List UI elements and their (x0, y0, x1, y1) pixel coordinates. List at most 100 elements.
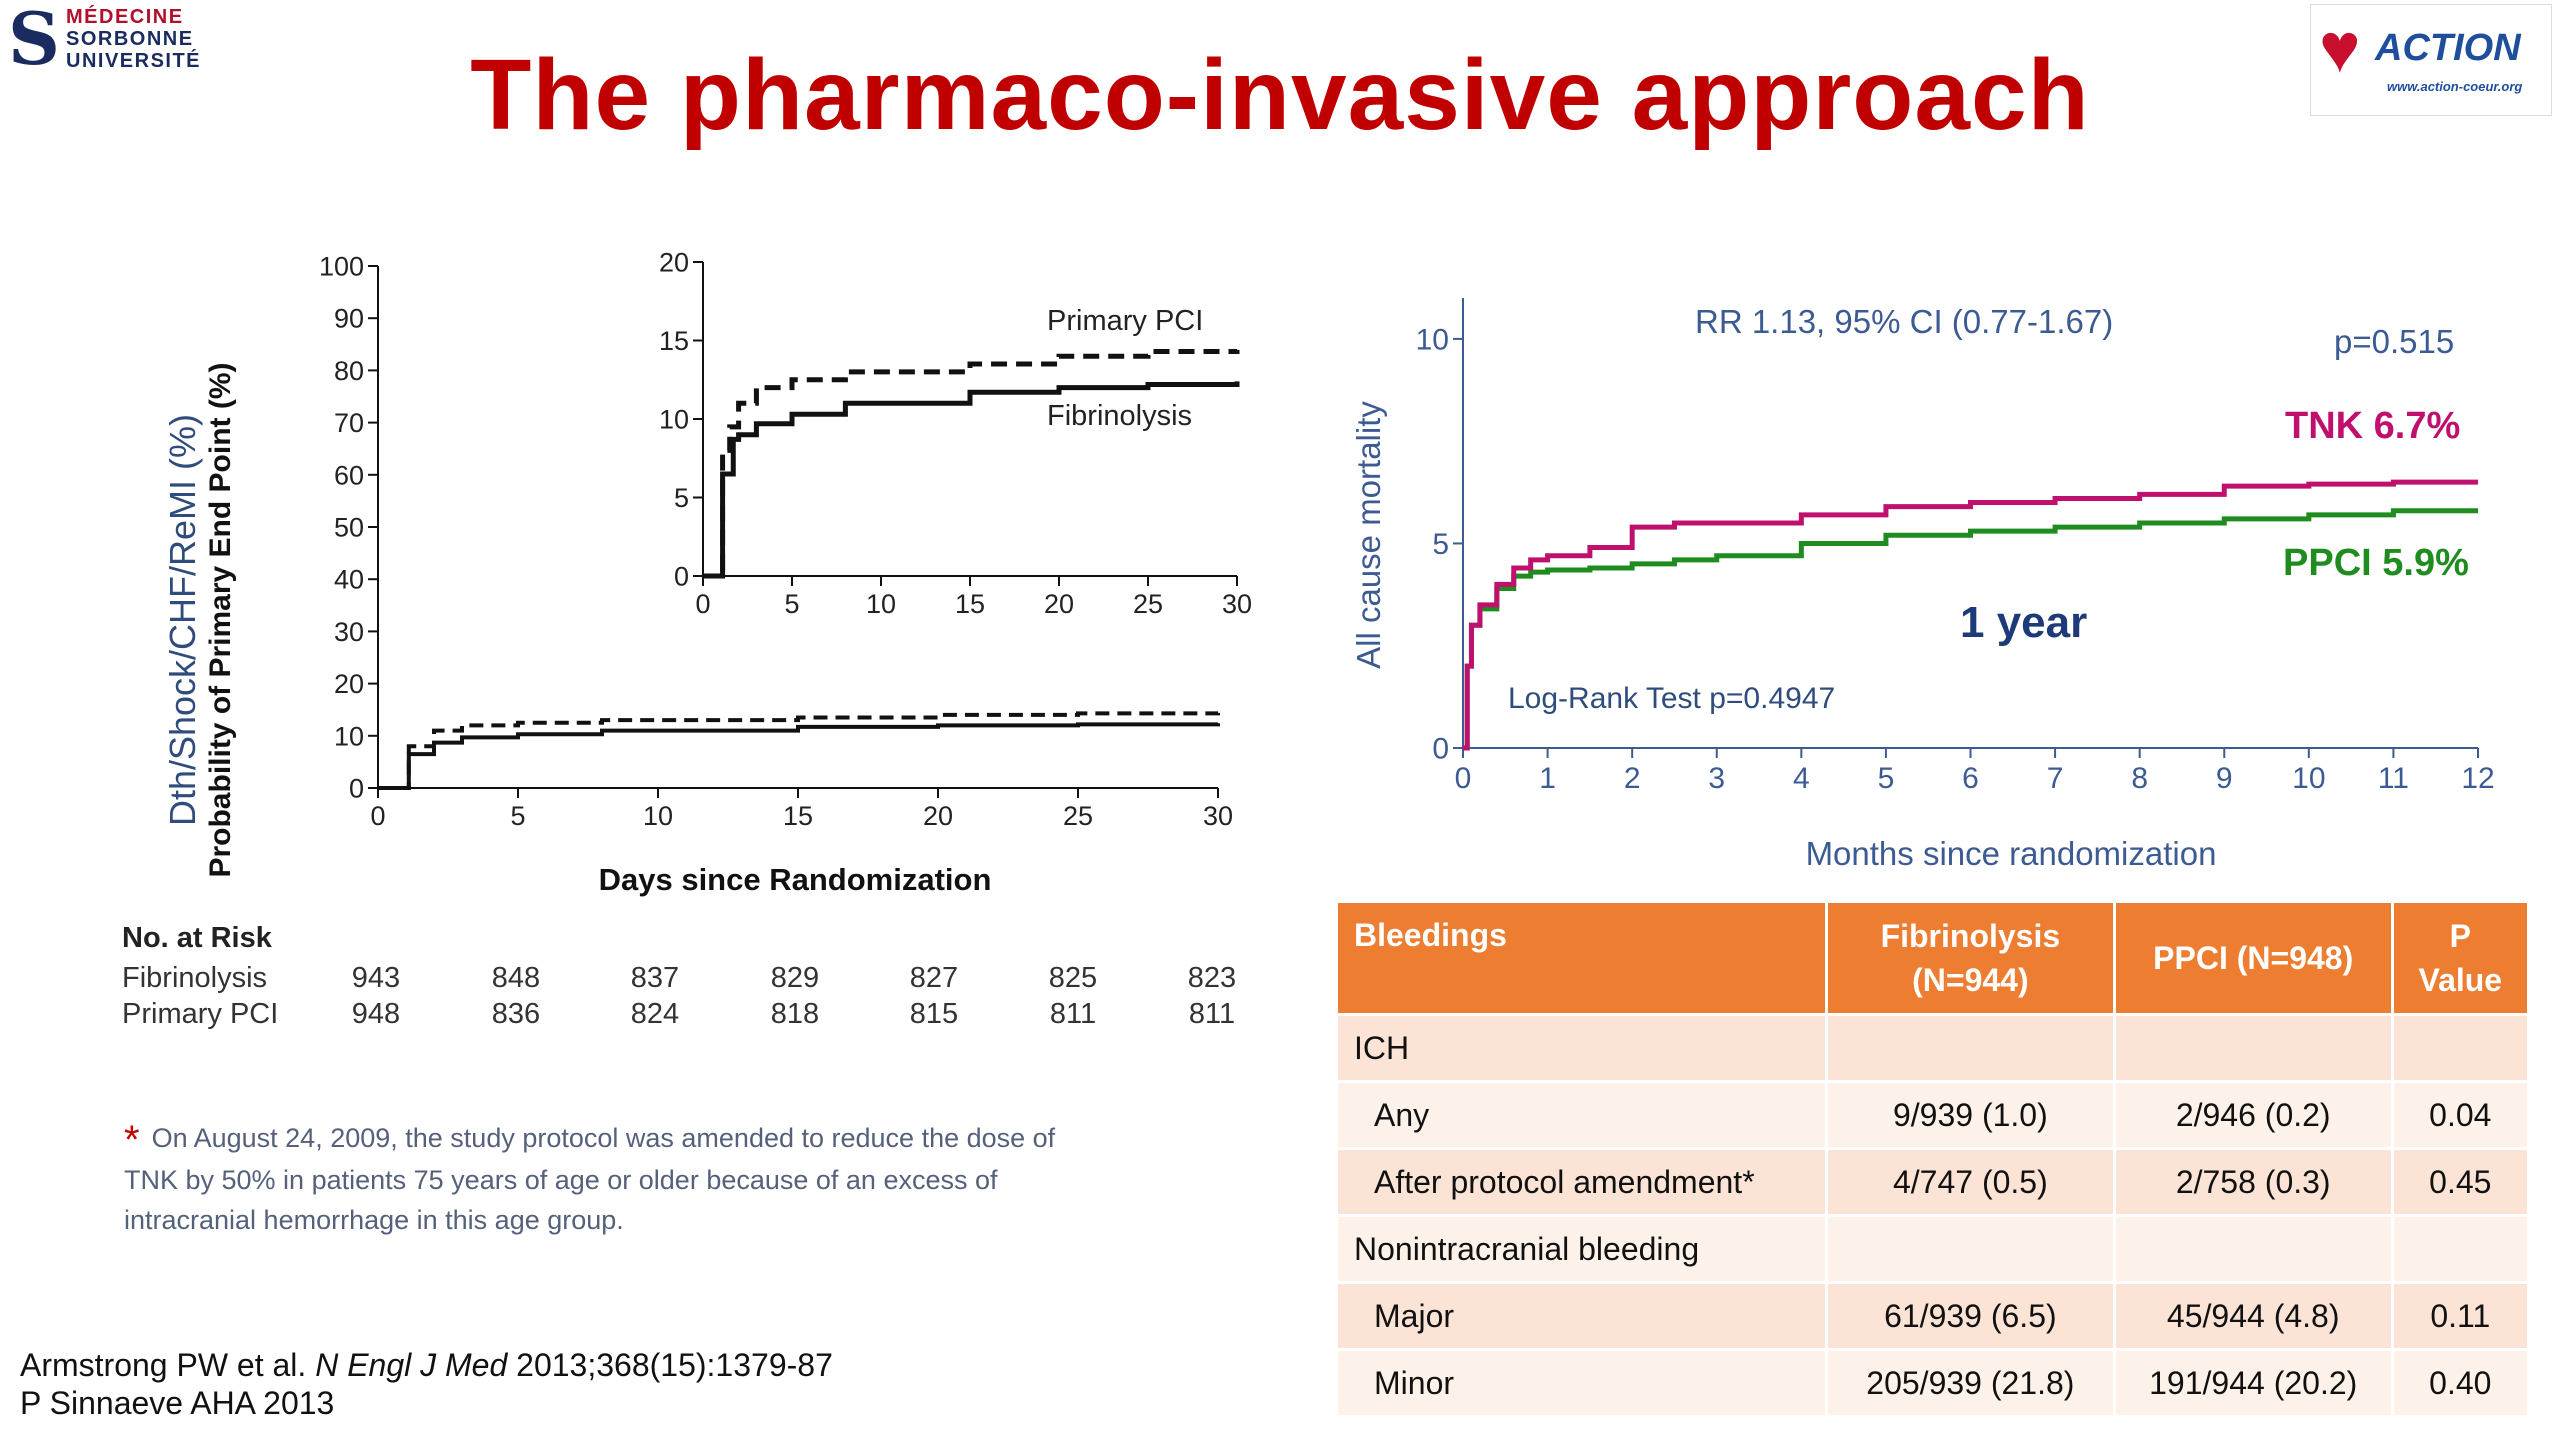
logo-line-1: MÉDECINE (66, 6, 184, 28)
left-chart-x-tick-label: 20 (923, 801, 953, 831)
right-chart-x-tick-label: 2 (1624, 762, 1641, 795)
left-chart-y-tick-label: 70 (334, 408, 364, 438)
right-chart-x-tick-label: 10 (2292, 762, 2325, 795)
p-value-cell: 0.04 (2393, 1080, 2530, 1147)
left-chart-y-tick-label: 100 (319, 251, 364, 281)
right-chart-y-tick-label: 5 (1432, 528, 1449, 561)
inset-chart-x-tick-label: 30 (1222, 589, 1252, 619)
left-chart-x-tick-label: 0 (370, 801, 385, 831)
citation-line-2: P Sinnaeve AHA 2013 (20, 1385, 335, 1421)
table-header-row: Bleedings Fibrinolysis (N=944) PPCI (N=9… (1338, 903, 2530, 1013)
number-at-risk-header: No. at Risk (122, 922, 272, 954)
left-chart-x-tick-label: 25 (1063, 801, 1093, 831)
left-chart-y-tick-label: 80 (334, 356, 364, 386)
risk-value: 948 (351, 998, 401, 1030)
table-row: Minor 205/939 (21.8) 191/944 (20.2) 0.40 (1338, 1348, 2530, 1415)
right-chart-y-tick-label: 10 (1416, 323, 1449, 356)
risk-value: 818 (770, 998, 820, 1030)
right-chart-x-tick-label: 11 (2378, 762, 2409, 795)
left-chart-ylabel: Dth/Shock/CHF/ReMI (%) (162, 414, 203, 826)
table-row: ICH (1338, 1013, 2530, 1080)
row-label: Minor (1338, 1348, 1828, 1415)
number-at-risk: No. at Risk Fibrinolysis 943 848 837 829… (122, 922, 1252, 1042)
risk-value: 825 (1048, 962, 1098, 994)
inset-chart-y-tick-label: 15 (659, 326, 689, 356)
header-ppci: PPCI (N=948) (2115, 903, 2394, 1013)
risk-value: 829 (770, 962, 820, 994)
risk-value: 827 (909, 962, 959, 994)
ppci-cell: 191/944 (20.2) (2115, 1348, 2394, 1415)
citation: Armstrong PW et al. N Engl J Med 2013;36… (20, 1346, 833, 1422)
left-series-fibrinolysis (378, 722, 1220, 790)
fibrinolysis-cell: 9/939 (1.0) (1827, 1080, 2116, 1147)
action-logo-word: ACTION (2375, 27, 2521, 69)
page-title: The pharmaco-invasive approach (470, 39, 2090, 151)
bleedings-table: Bleedings Fibrinolysis (N=944) PPCI (N=9… (1338, 903, 2530, 1415)
ppci-cell (2115, 1214, 2394, 1281)
header-p-value: P Value (2393, 903, 2530, 1013)
right-chart-x-tick-label: 7 (2047, 762, 2064, 795)
right-series-ppci (1463, 508, 2478, 751)
right-chart-x-tick-label: 12 (2461, 762, 2494, 795)
right-chart-ylabel: All cause mortality (1350, 401, 1387, 669)
left-chart-y-tick-label: 40 (334, 565, 364, 595)
ppci-cell: 45/944 (4.8) (2115, 1281, 2394, 1348)
risk-value: 943 (351, 962, 401, 994)
row-label: ICH (1338, 1013, 1828, 1080)
p-value-cell: 0.40 (2393, 1348, 2530, 1415)
logo-line-2: SORBONNE (66, 28, 194, 50)
sorbonne-s-icon: S (8, 0, 60, 81)
inset-chart-y-tick-label: 20 (659, 247, 689, 277)
left-chart-xlabel: Days since Randomization (599, 862, 992, 897)
fibrinolysis-cell (1827, 1013, 2116, 1080)
right-chart-x-tick-label: 0 (1455, 762, 1472, 795)
sorbonne-logo: S MÉDECINE SORBONNE UNIVERSITÉ (8, 2, 208, 80)
p-value-cell (2393, 1214, 2530, 1281)
table-row: Major 61/939 (6.5) 45/944 (4.8) 0.11 (1338, 1281, 2530, 1348)
risk-row-fibrinolysis: Fibrinolysis 943 848 837 829 827 825 823 (122, 962, 1252, 998)
citation-ref: 2013;368(15):1379-87 (507, 1347, 833, 1383)
action-logo-url: www.action-coeur.org (2387, 79, 2523, 94)
legend-tnk: TNK 6.7% (2285, 405, 2460, 447)
footnote: * On August 24, 2009, the study protocol … (124, 1118, 1084, 1240)
left-chart-y-tick-label: 50 (334, 512, 364, 542)
risk-value: 811 (1188, 998, 1236, 1030)
right-chart-x-tick-label: 6 (1962, 762, 1979, 795)
left-chart-x-tick-label: 30 (1203, 801, 1233, 831)
right-chart-x-tick-label: 4 (1793, 762, 1810, 795)
left-series-primary-pci (378, 711, 1220, 790)
period-annotation: 1 year (1960, 598, 2087, 647)
citation-line-1: Armstrong PW et al. N Engl J Med 2013;36… (20, 1346, 833, 1384)
left-chart-x-tick-label: 5 (510, 801, 525, 831)
header-bleedings: Bleedings (1338, 903, 1828, 1013)
fibrinolysis-cell: 205/939 (21.8) (1827, 1348, 2116, 1415)
left-chart-x-tick-label: 10 (643, 801, 673, 831)
left-chart-y-tick-label: 10 (334, 721, 364, 751)
inset-chart-x-tick-label: 0 (695, 589, 710, 619)
left-chart-y-tick-label: 60 (334, 460, 364, 490)
fibrinolysis-cell: 4/747 (0.5) (1827, 1147, 2116, 1214)
inset-chart-x-tick-label: 20 (1044, 589, 1074, 619)
footnote-text: On August 24, 2009, the study protocol w… (124, 1123, 1056, 1235)
inset-chart-x-tick-label: 10 (866, 589, 896, 619)
row-label: Nonintracranial bleeding (1338, 1214, 1828, 1281)
right-chart-x-tick-label: 5 (1878, 762, 1895, 795)
ppci-cell: 2/946 (0.2) (2115, 1080, 2394, 1147)
left-chart-ylabel-under: Probability of Primary End Point (%) (204, 362, 237, 877)
risk-value: 837 (630, 962, 680, 994)
rr-annotation: RR 1.13, 95% CI (0.77-1.67) (1695, 303, 2113, 340)
table-row: Any 9/939 (1.0) 2/946 (0.2) 0.04 (1338, 1080, 2530, 1147)
right-chart-x-tick-label: 3 (1708, 762, 1725, 795)
p-value-cell: 0.45 (2393, 1147, 2530, 1214)
heart-icon: ♥ (2319, 9, 2361, 87)
legend-ppci: PPCI 5.9% (2283, 542, 2469, 584)
inset-chart-x-tick-label: 15 (955, 589, 985, 619)
inset-legend-primary-pci: Primary PCI (1047, 305, 1203, 337)
inset-chart-x-tick-label: 25 (1133, 589, 1163, 619)
fibrinolysis-cell: 61/939 (6.5) (1827, 1281, 2116, 1348)
p-value-cell: 0.11 (2393, 1281, 2530, 1348)
logo-line-3: UNIVERSITÉ (66, 50, 202, 72)
row-label: Any (1338, 1080, 1828, 1147)
